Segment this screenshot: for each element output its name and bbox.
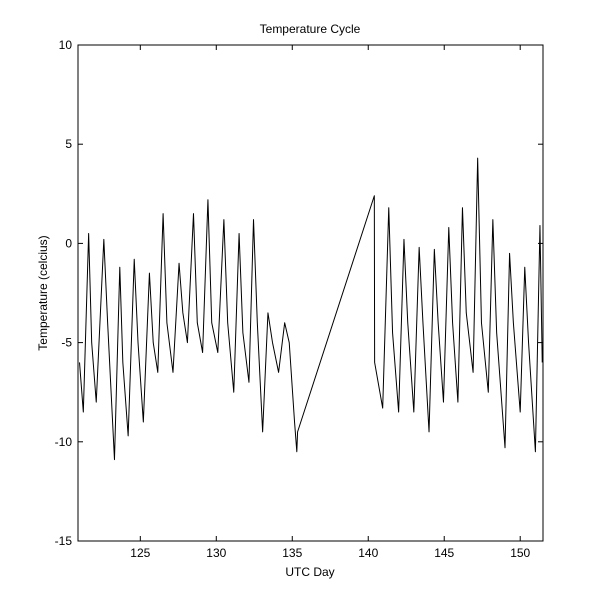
x-tick-label: 145 (434, 546, 454, 560)
x-tick-label: 140 (358, 546, 378, 560)
x-tick-label: 125 (130, 546, 150, 560)
y-tick-label: 0 (65, 236, 72, 250)
plot-frame (77, 44, 544, 542)
y-axis-label: Temperature (celcius) (36, 235, 50, 350)
x-tick-label: 135 (282, 546, 302, 560)
x-tick-label: 150 (510, 546, 530, 560)
y-tick-label: -15 (55, 534, 73, 548)
y-tick-label: 10 (59, 38, 73, 52)
y-tick-label: -5 (61, 336, 72, 350)
y-tick-label: 5 (65, 137, 72, 151)
y-tick-label: -10 (55, 435, 73, 449)
x-axis-label: UTC Day (285, 565, 334, 579)
x-tick-label: 130 (206, 546, 226, 560)
data-line (79, 157, 543, 461)
chart-title: Temperature Cycle (260, 22, 361, 36)
